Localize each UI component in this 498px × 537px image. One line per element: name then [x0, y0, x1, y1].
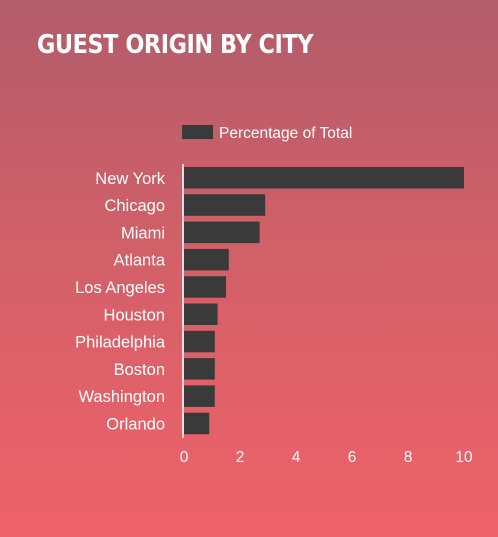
legend-swatch [182, 125, 213, 139]
bar-washington [184, 385, 215, 407]
y-tick-label-orlando: Orlando [106, 415, 165, 433]
x-tick-label-6: 6 [348, 449, 357, 466]
legend: Percentage of Total [182, 125, 352, 142]
y-tick-label-philadelphia: Philadelphia [75, 334, 166, 352]
x-tick-label-0: 0 [180, 449, 189, 466]
y-tick-label-atlanta: Atlanta [114, 252, 166, 270]
y-tick-labels: New York Chicago Miami Atlanta Los Angeles Ho… [75, 170, 166, 434]
y-tick-label-boston: Boston [114, 361, 165, 379]
bar-new-york [184, 167, 464, 189]
x-tick-labels: 0 2 4 6 8 10 [180, 449, 473, 466]
bar-orlando [184, 412, 210, 435]
y-tick-label-chicago: Chicago [104, 197, 165, 215]
bar-atlanta [184, 248, 229, 271]
bar-houston [184, 303, 218, 325]
chart-title: GUEST ORIGIN BY CITY [37, 30, 314, 60]
y-tick-label-new-york: New York [95, 170, 165, 188]
legend-label: Percentage of Total [219, 125, 352, 142]
bar-chicago [184, 194, 266, 216]
x-tick-label-4: 4 [292, 449, 301, 466]
y-tick-label-los-angeles: Los Angeles [75, 279, 165, 297]
y-tick-label-miami: Miami [121, 224, 165, 242]
bars-group [184, 167, 464, 435]
bar-los-angeles [184, 276, 226, 298]
bar-boston [184, 358, 215, 380]
x-tick-label-8: 8 [404, 449, 413, 466]
y-tick-label-houston: Houston [104, 306, 165, 324]
x-tick-label-10: 10 [455, 449, 473, 466]
bar-philadelphia [184, 330, 215, 353]
y-tick-label-washington: Washington [78, 388, 165, 406]
x-tick-label-2: 2 [236, 449, 245, 466]
bar-miami [184, 221, 260, 244]
